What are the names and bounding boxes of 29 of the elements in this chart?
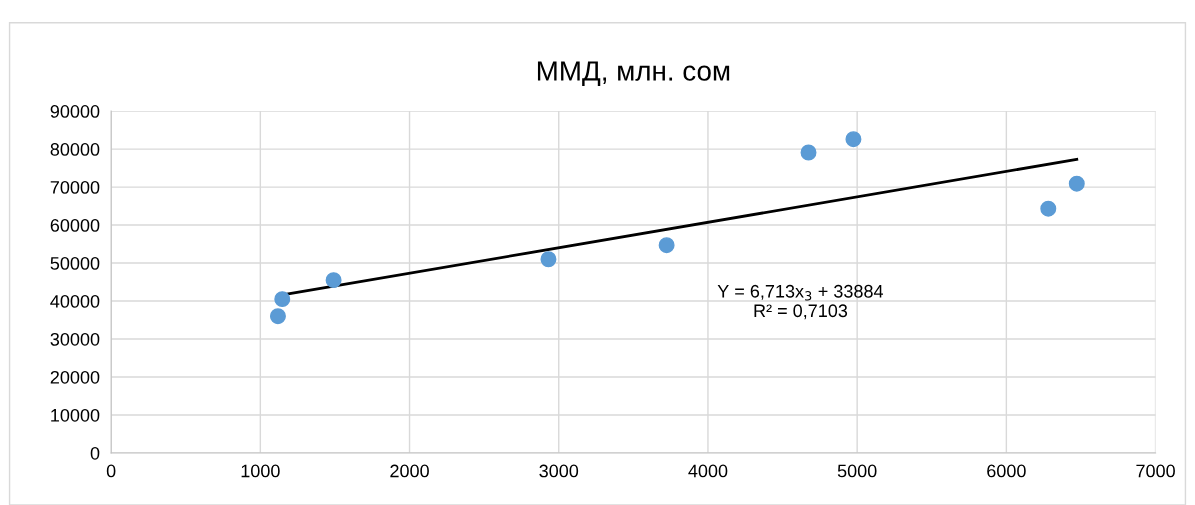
y-tick-label: 40000 [50, 294, 100, 308]
y-tick-label: 0 [90, 446, 100, 460]
point [800, 144, 817, 161]
y-tick-label: 10000 [51, 408, 100, 422]
point [845, 131, 862, 148]
point [1040, 200, 1057, 217]
x-tick-label: 2000 [390, 464, 429, 478]
y-tick-label: 30000 [50, 332, 100, 346]
chart-title: ММД, млн. сом [537, 61, 730, 87]
point [269, 308, 286, 325]
x-tick-label: 1000 [241, 464, 280, 478]
x-tick-label: 7000 [1136, 464, 1175, 478]
y-tick-label: 90000 [50, 105, 100, 118]
y-tick-label: 20000 [50, 370, 100, 384]
x-tick-label: 6000 [987, 464, 1026, 478]
x-tick-label: 0 [106, 464, 116, 478]
x-tick-label: 3000 [539, 464, 579, 478]
annotation: Y = 6,713x$_{3}$ + 33884 R² = 0,7103 [717, 284, 884, 320]
point [1068, 175, 1085, 192]
point [658, 237, 675, 254]
point [325, 272, 342, 289]
y-tick-label: 70000 [50, 181, 100, 194]
y-tick-label: 50000 [50, 256, 100, 270]
point [540, 251, 557, 268]
y-tick-label: 60000 [50, 219, 100, 232]
x-tick-label: 4000 [688, 464, 728, 478]
point [274, 291, 291, 308]
x-tick-label: 5000 [837, 464, 877, 478]
y-tick-label: 80000 [50, 143, 100, 156]
